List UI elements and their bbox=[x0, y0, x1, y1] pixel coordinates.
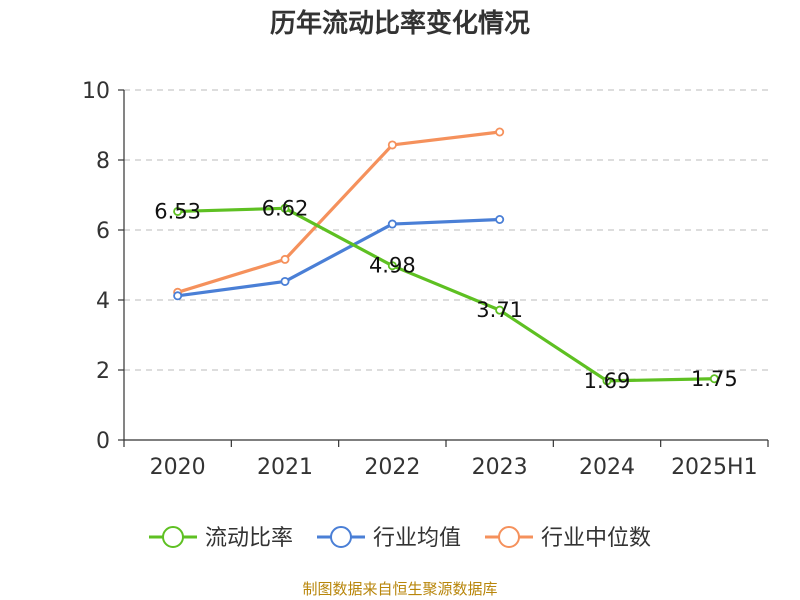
y-tick-label: 10 bbox=[82, 79, 110, 104]
data-point bbox=[173, 291, 183, 301]
y-tick-label: 2 bbox=[96, 359, 110, 384]
x-tick-label: 2023 bbox=[472, 455, 528, 480]
legend: 流动比率 行业均值 行业中位数 bbox=[149, 526, 651, 551]
legend-item: 流动比率 bbox=[149, 526, 293, 551]
series-line bbox=[177, 206, 715, 383]
y-axis-ticks: 0 2 4 6 8 10 bbox=[82, 79, 124, 454]
axes bbox=[123, 90, 768, 441]
y-tick-label: 4 bbox=[96, 289, 110, 314]
data-point bbox=[280, 203, 290, 213]
data-point bbox=[280, 254, 290, 264]
legend-item: 行业均值 bbox=[317, 526, 461, 551]
data-point bbox=[495, 214, 505, 224]
y-tick-label: 0 bbox=[96, 429, 110, 454]
data-point bbox=[387, 261, 397, 271]
series-group bbox=[173, 127, 719, 386]
y-tick-label: 8 bbox=[96, 149, 110, 174]
data-point bbox=[495, 305, 505, 315]
data-label: 4.98 bbox=[369, 254, 416, 278]
data-label: 3.71 bbox=[476, 298, 523, 322]
x-axis-ticks: 2020 2021 2022 2023 2024 2025H1 bbox=[123, 440, 769, 480]
data-point bbox=[280, 276, 290, 286]
legend-marker bbox=[498, 526, 520, 548]
data-point bbox=[495, 127, 505, 137]
y-tick-label: 6 bbox=[96, 219, 110, 244]
legend-marker bbox=[330, 526, 352, 548]
x-tick-label: 2022 bbox=[364, 455, 420, 480]
data-point bbox=[387, 219, 397, 229]
series-line bbox=[177, 130, 500, 294]
source-note: 制图数据来自恒生聚源数据库 bbox=[302, 580, 497, 598]
legend-label: 行业中位数 bbox=[541, 526, 651, 551]
data-point bbox=[173, 206, 183, 216]
data-label: 6.53 bbox=[154, 199, 201, 223]
data-label: 1.69 bbox=[584, 369, 631, 393]
x-tick-label: 2024 bbox=[579, 455, 635, 480]
x-tick-label: 2020 bbox=[150, 455, 206, 480]
legend-label: 流动比率 bbox=[205, 526, 293, 551]
gridlines bbox=[124, 89, 768, 371]
x-tick-label: 2025H1 bbox=[671, 455, 758, 480]
data-labels: 6.53 6.62 4.98 3.71 1.69 1.75 bbox=[154, 196, 737, 393]
legend-marker bbox=[162, 526, 184, 548]
data-label: 6.62 bbox=[262, 196, 309, 220]
legend-label: 行业均值 bbox=[373, 526, 461, 551]
data-point bbox=[602, 376, 612, 386]
chart-title: 历年流动比率变化情况 bbox=[270, 8, 530, 39]
data-point bbox=[387, 140, 397, 150]
x-tick-label: 2021 bbox=[257, 455, 313, 480]
data-label: 1.75 bbox=[691, 367, 738, 391]
series-line bbox=[177, 217, 500, 298]
data-point bbox=[709, 374, 719, 384]
legend-item: 行业中位数 bbox=[485, 526, 651, 551]
